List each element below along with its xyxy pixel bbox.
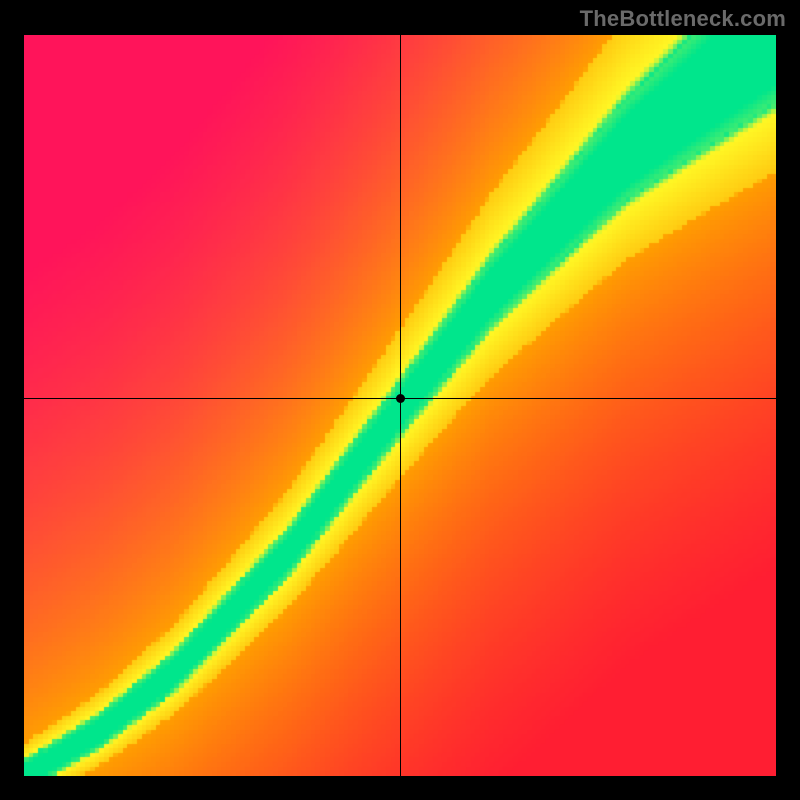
crosshair-dot bbox=[396, 394, 405, 403]
root-container: TheBottleneck.com bbox=[0, 0, 800, 800]
watermark-text: TheBottleneck.com bbox=[580, 6, 786, 32]
crosshair-vertical bbox=[400, 35, 401, 776]
